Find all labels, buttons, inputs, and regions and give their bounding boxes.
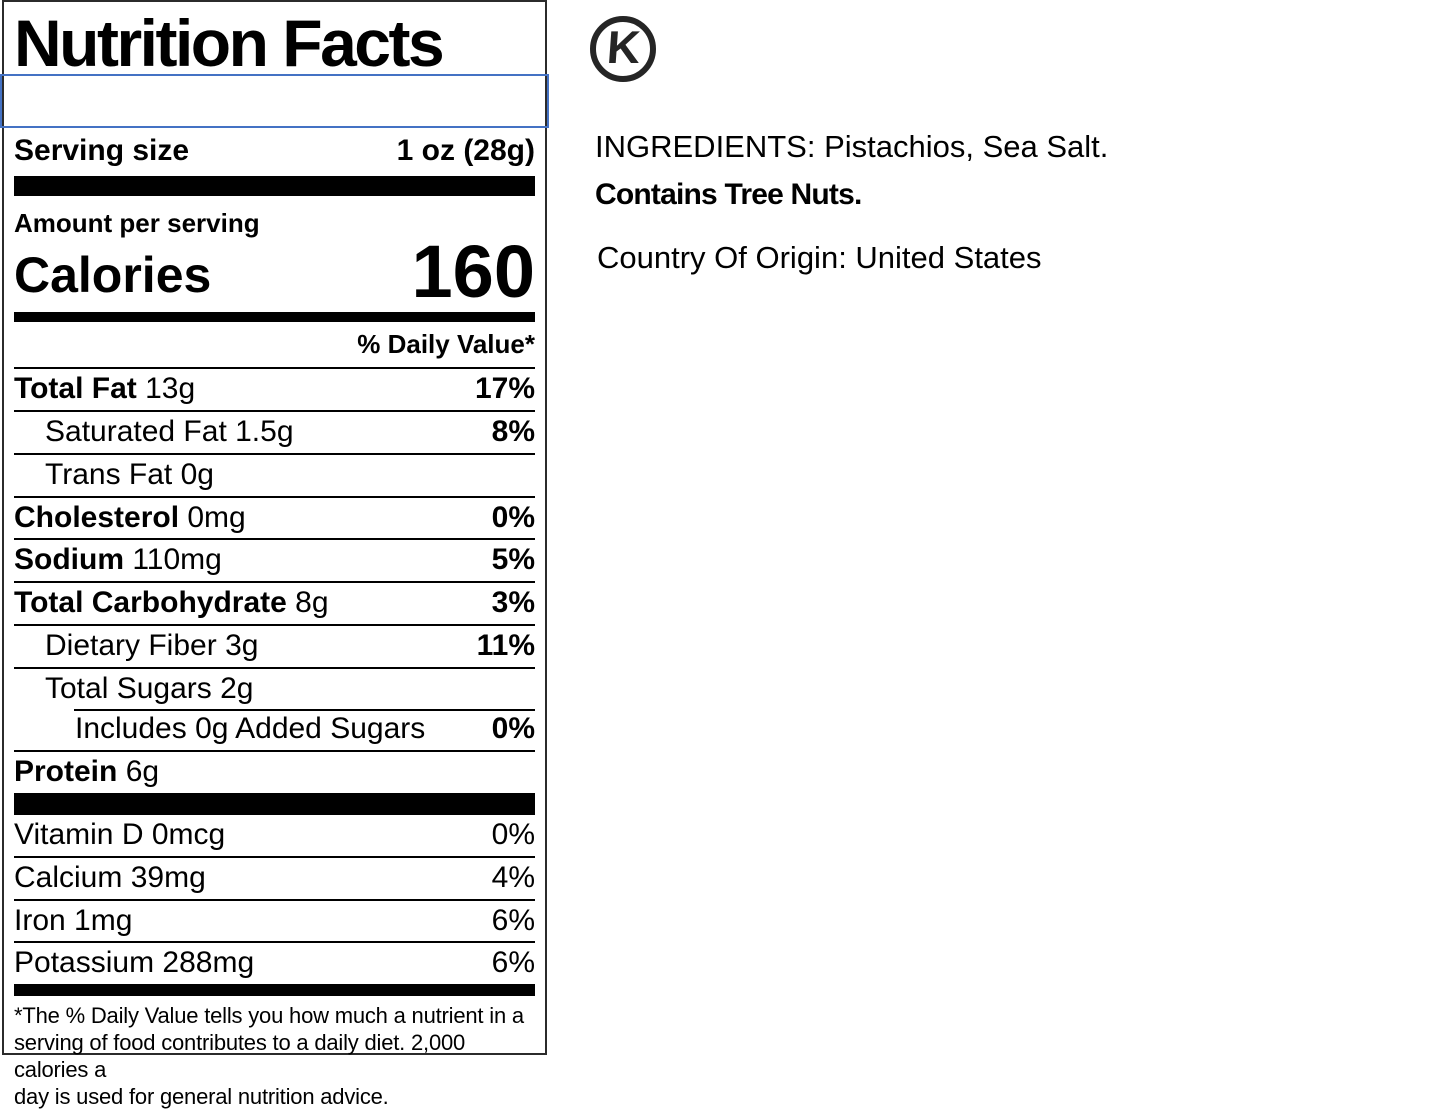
nutrient-row-total-sugars: Total Sugars 2g	[14, 666, 535, 710]
nutrient-name: Iron	[14, 903, 66, 937]
calories-row: Calories 160	[4, 230, 545, 313]
nutrition-facts-label: Nutrition Facts Serving size 1 oz (28g) …	[0, 0, 549, 1109]
nutrient-amount: 0mcg	[151, 818, 226, 852]
serving-size-label: Serving size	[14, 134, 190, 167]
nutrient-dv: 4%	[491, 860, 535, 894]
nutrient-name: Potassium	[14, 946, 155, 980]
nutrient-dv: 6%	[491, 903, 535, 937]
micronutrient-row-calcium: Calcium 39mg 4%	[14, 855, 535, 899]
nutrient-name: Dietary Fiber	[45, 628, 217, 662]
nutrient-dv: 0%	[491, 500, 535, 534]
nutrient-row-total-fat: Total Fat 13g 17%	[14, 367, 535, 410]
nutrient-amount: 39mg	[130, 860, 206, 894]
nutrient-amount: 1mg	[74, 903, 133, 937]
nutrient-dv: 17%	[474, 372, 535, 406]
micronutrient-row-vitamin-d: Vitamin D 0mcg 0%	[14, 815, 535, 856]
kosher-certification-icon: K	[590, 16, 656, 82]
micronutrient-rows: Vitamin D 0mcg 0% Calcium 39mg 4% Iron 1…	[14, 815, 535, 984]
calories-label: Calories	[14, 246, 212, 303]
footnote-line: serving of food contributes to a daily d…	[14, 1030, 466, 1082]
nutrient-amount: 6g	[125, 755, 160, 789]
thick-divider-bar	[14, 176, 535, 196]
nutrient-amount: 110mg	[132, 543, 222, 577]
nutrient-row-protein: Protein 6g	[14, 750, 535, 793]
nutrient-amount: 13g	[145, 372, 196, 406]
serving-size-row: Serving size 1 oz (28g)	[4, 128, 545, 176]
nutrient-name: Sodium	[14, 543, 124, 577]
footnote-line: day is used for general nutrition advice…	[14, 1083, 389, 1109]
medium-divider-bar	[14, 984, 535, 997]
nutrient-row-total-carbohydrate: Total Carbohydrate 8g 3%	[14, 581, 535, 624]
nutrient-row-trans-fat: Trans Fat 0g	[14, 452, 535, 496]
micronutrient-row-iron: Iron 1mg 6%	[14, 898, 535, 942]
nutrient-name: Includes 0g Added Sugars	[75, 712, 426, 746]
nutrient-name: Total Fat	[14, 372, 137, 406]
thick-divider-bar	[14, 793, 535, 816]
nutrient-dv: 6%	[491, 946, 535, 980]
nutrient-row-sodium: Sodium 110mg 5%	[14, 538, 535, 581]
nutrient-amount: 8g	[295, 586, 329, 620]
nutrient-amount: 1.5g	[235, 414, 294, 448]
servings-per-container-input[interactable]	[0, 74, 549, 128]
kosher-k-glyph: K	[605, 21, 642, 73]
allergen-statement: Contains Tree Nuts.	[595, 178, 862, 211]
daily-value-header: % Daily Value*	[357, 329, 535, 360]
daily-value-footnote: *The % Daily Value tells you how much a …	[4, 996, 545, 1110]
nutrient-name: Total Carbohydrate	[14, 586, 287, 620]
footnote-line: *The % Daily Value tells you how much a …	[14, 1003, 524, 1029]
nutrient-dv: 0%	[491, 818, 535, 852]
nutrient-name: Vitamin D	[14, 818, 144, 852]
micronutrient-row-potassium: Potassium 288mg 6%	[14, 941, 535, 984]
nutrient-amount: 3g	[225, 628, 259, 662]
medium-divider-bar	[14, 312, 535, 323]
nutrient-row-dietary-fiber: Dietary Fiber 3g 11%	[14, 623, 535, 667]
nutrient-amount: 2g	[220, 671, 254, 705]
label-title: Nutrition Facts	[14, 6, 445, 80]
calories-value: 160	[411, 230, 535, 313]
nutrient-rows: Total Fat 13g 17% Saturated Fat 1.5g 8% …	[14, 367, 535, 793]
country-of-origin-text: Country Of Origin: United States	[597, 240, 1042, 275]
nutrient-dv: 5%	[491, 543, 535, 577]
nutrient-amount: 288mg	[162, 946, 255, 980]
nutrient-dv: 8%	[491, 414, 535, 448]
ingredients-text: INGREDIENTS: Pistachios, Sea Salt.	[595, 129, 1109, 164]
nutrient-name: Total Sugars	[45, 671, 212, 705]
nutrient-row-saturated-fat: Saturated Fat 1.5g 8%	[14, 409, 535, 453]
amount-per-serving-label: Amount per serving	[14, 208, 260, 238]
page-background: Nutrition Facts Serving size 1 oz (28g) …	[0, 0, 1410, 1109]
nutrient-amount: 0mg	[187, 500, 246, 534]
nutrient-name: Cholesterol	[14, 500, 180, 534]
nutrient-dv: 0%	[491, 712, 535, 746]
nutrient-dv: 3%	[491, 586, 535, 620]
nutrient-amount: 0g	[180, 457, 214, 491]
nutrient-dv: 11%	[476, 628, 535, 662]
nutrient-row-cholesterol: Cholesterol 0mg 0%	[14, 495, 535, 539]
product-info-panel: K INGREDIENTS: Pistachios, Sea Salt. Con…	[590, 16, 1410, 276]
serving-size-value: 1 oz (28g)	[396, 134, 535, 167]
nutrient-name: Protein	[14, 755, 118, 789]
nutrient-name: Trans Fat	[45, 457, 173, 491]
nutrient-name: Saturated Fat	[45, 414, 227, 448]
nutrient-name: Calcium	[14, 860, 123, 894]
nutrient-row-added-sugars: Includes 0g Added Sugars 0%	[14, 709, 535, 750]
